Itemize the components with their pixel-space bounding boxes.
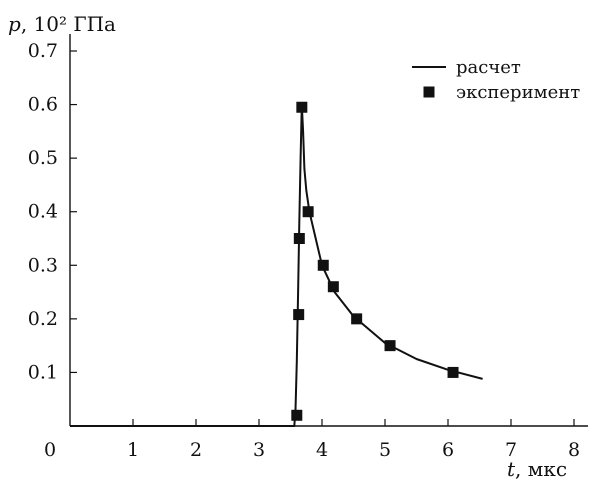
data-point-эксперимент xyxy=(384,340,396,352)
x-tick-label: 8 xyxy=(568,439,580,461)
y-tick-label: 0.2 xyxy=(28,308,58,330)
data-point-эксперимент xyxy=(327,281,339,293)
legend-marker-swatch xyxy=(423,86,435,98)
y-tick-label: 0.4 xyxy=(28,201,58,223)
x-tick-label: 4 xyxy=(316,439,328,461)
data-point-эксперимент xyxy=(351,313,363,325)
legend-label-line: расчет xyxy=(456,57,521,78)
x-tick-label: 7 xyxy=(505,439,517,461)
x-tick-label: 2 xyxy=(190,439,202,461)
data-point-эксперимент xyxy=(317,259,329,271)
y-tick-label: 0.6 xyxy=(28,94,58,116)
y-tick-label: 0.1 xyxy=(28,361,58,383)
x-tick-label: 5 xyxy=(379,439,391,461)
x-tick-label: 1 xyxy=(127,439,139,461)
data-point-эксперимент xyxy=(447,366,459,378)
y-tick-label: 0.5 xyxy=(28,147,58,169)
series-line-расчет xyxy=(70,103,483,427)
data-point-эксперимент xyxy=(293,309,305,321)
y-tick-label: 0.7 xyxy=(28,40,58,62)
ticks: 0 1 2 3 4 5 6 7 8 0.1 0.2 0.3 0.4 0.5 0.6 0.7 xyxy=(28,40,580,461)
y-axis-label: p, 10² ГПа xyxy=(8,12,116,36)
x-tick-label: 6 xyxy=(442,439,454,461)
x-tick-label: 3 xyxy=(253,439,265,461)
data-point-эксперимент xyxy=(296,101,308,113)
x-tick-label: 0 xyxy=(44,439,56,461)
legend-label-scatter: эксперимент xyxy=(456,82,580,103)
y-tick-label: 0.3 xyxy=(28,254,58,276)
x-axis-label: t, мкс xyxy=(507,457,567,481)
data-point-эксперимент xyxy=(291,409,303,421)
legend: расчет эксперимент xyxy=(412,57,580,103)
series xyxy=(70,101,483,427)
data-point-эксперимент xyxy=(302,206,314,218)
axis-labels: p, 10² ГПа t, мкс xyxy=(8,12,567,481)
data-point-эксперимент xyxy=(293,233,305,244)
